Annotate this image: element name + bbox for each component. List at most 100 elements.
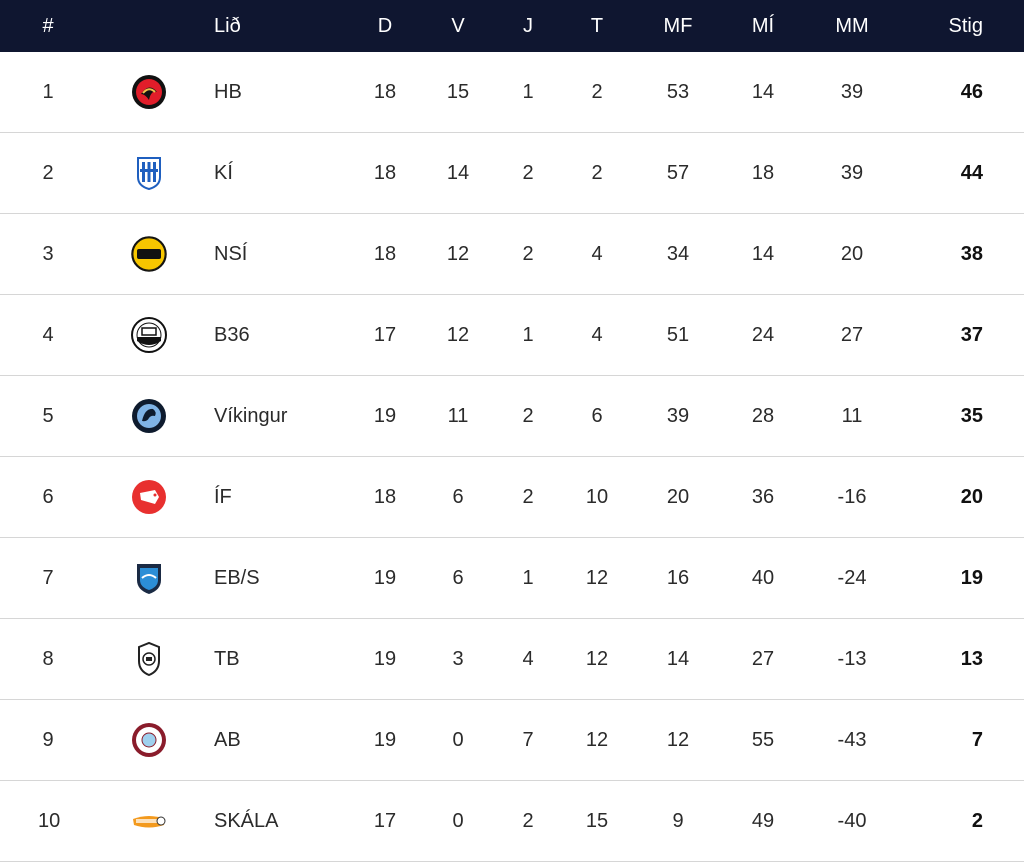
table-row[interactable]: 8 TB 19 3 4 12 14 27 -13 13: [0, 619, 1024, 700]
row-position: 8: [42, 648, 54, 670]
row-points: 2: [971, 810, 983, 832]
row-played: 19: [373, 567, 397, 589]
row-goal-difference: 11: [841, 405, 863, 427]
row-goal-difference: -13: [837, 648, 867, 670]
row-won: 3: [452, 648, 464, 670]
row-position: 1: [42, 81, 54, 103]
row-lost: 10: [585, 486, 609, 508]
row-goal-difference: -40: [837, 810, 867, 832]
row-won: 6: [452, 486, 464, 508]
row-team-name[interactable]: TB: [214, 648, 240, 670]
row-goals-against: 49: [751, 810, 775, 832]
row-played: 18: [373, 243, 397, 265]
row-goals-against: 18: [751, 162, 775, 184]
row-lost: 12: [585, 729, 609, 751]
ebs-crest-icon: [131, 560, 167, 596]
row-points: 20: [960, 486, 983, 508]
ki-crest-icon: [131, 155, 167, 191]
table-row[interactable]: 10 SKÁLA 17 0 2 15 9 49 -40 2: [0, 781, 1024, 862]
row-goal-difference: 20: [840, 243, 864, 265]
row-played: 19: [373, 729, 397, 751]
row-points: 13: [960, 648, 983, 670]
header-goal-difference[interactable]: MM: [835, 15, 869, 37]
header-position[interactable]: #: [42, 15, 54, 37]
header-played[interactable]: D: [377, 15, 393, 37]
row-goals-for: 34: [666, 243, 690, 265]
row-team-name[interactable]: EB/S: [214, 567, 260, 589]
row-team-name[interactable]: AB: [214, 729, 241, 751]
row-goal-difference: -24: [837, 567, 867, 589]
row-goals-for: 16: [666, 567, 690, 589]
table-row[interactable]: 6 ÍF 18 6 2 10 20 36 -16 20: [0, 457, 1024, 538]
table-row[interactable]: 5 Víkingur 19 11 2 6 39 28 11 35: [0, 376, 1024, 457]
row-won: 11: [447, 405, 469, 427]
row-team-name[interactable]: NSÍ: [214, 243, 248, 265]
row-points: 46: [960, 81, 983, 103]
row-team-name[interactable]: KÍ: [214, 162, 233, 184]
header-team[interactable]: Lið: [214, 15, 241, 37]
row-goals-against: 36: [751, 486, 775, 508]
row-team-name[interactable]: HB: [214, 81, 242, 103]
tb-crest-icon: [131, 641, 167, 677]
row-goals-against: 14: [751, 243, 775, 265]
table-row[interactable]: 7 EB/S 19 6 1 12 16 40 -24 19: [0, 538, 1024, 619]
vikingur-crest-icon: [131, 398, 167, 434]
row-played: 17: [373, 324, 397, 346]
row-drawn: 2: [522, 162, 534, 184]
row-goals-against: 14: [751, 81, 775, 103]
row-position: 7: [42, 567, 54, 589]
table-row[interactable]: 9 AB 19 0 7 12 12 55 -43 7: [0, 700, 1024, 781]
row-lost: 15: [585, 810, 609, 832]
row-won: 15: [446, 81, 470, 103]
row-played: 18: [373, 81, 397, 103]
header-points[interactable]: Stig: [948, 15, 983, 37]
row-won: 0: [452, 810, 464, 832]
header-goals-for[interactable]: MF: [663, 15, 693, 37]
row-points: 7: [971, 729, 983, 751]
row-goals-for: 9: [672, 810, 684, 832]
row-drawn: 2: [522, 486, 534, 508]
row-lost: 2: [591, 81, 603, 103]
hb-crest-icon: [131, 74, 167, 110]
row-goals-for: 12: [666, 729, 690, 751]
row-lost: 4: [591, 324, 603, 346]
row-goals-for: 53: [666, 81, 690, 103]
row-position: 3: [42, 243, 54, 265]
row-drawn: 4: [522, 648, 534, 670]
header-lost[interactable]: T: [590, 15, 604, 37]
row-played: 18: [373, 162, 397, 184]
row-drawn: 1: [522, 81, 534, 103]
row-team-name[interactable]: ÍF: [214, 486, 232, 508]
row-team-name[interactable]: B36: [214, 324, 250, 346]
row-lost: 12: [585, 567, 609, 589]
table-row[interactable]: 1 HB 18 15 1 2 53 14 39 46: [0, 52, 1024, 133]
row-played: 18: [373, 486, 397, 508]
row-drawn: 2: [522, 243, 534, 265]
row-goals-for: 51: [666, 324, 690, 346]
header-drawn[interactable]: J: [523, 15, 533, 37]
row-lost: 6: [591, 405, 603, 427]
table-row[interactable]: 2 KÍ 18 14 2 2 57 18 39 44: [0, 133, 1024, 214]
row-won: 6: [452, 567, 464, 589]
row-team-name[interactable]: SKÁLA: [214, 810, 279, 832]
row-played: 19: [373, 405, 397, 427]
row-drawn: 2: [522, 810, 534, 832]
header-won[interactable]: V: [451, 15, 465, 37]
row-drawn: 1: [522, 567, 534, 589]
table-row[interactable]: 4 B36 17 12 1 4 51 24 27 37: [0, 295, 1024, 376]
row-position: 9: [42, 729, 54, 751]
row-drawn: 7: [522, 729, 534, 751]
row-goal-difference: 39: [840, 81, 864, 103]
nsi-crest-icon: [131, 236, 167, 272]
row-goal-difference: -43: [837, 729, 867, 751]
table-row[interactable]: 3 NSÍ 18 12 2 4 34 14 20 38: [0, 214, 1024, 295]
if-crest-icon: [131, 479, 167, 515]
header-goals-against[interactable]: MÍ: [751, 15, 775, 37]
row-points: 38: [960, 243, 983, 265]
row-position: 5: [42, 405, 54, 427]
row-team-name[interactable]: Víkingur: [214, 405, 288, 427]
row-goal-difference: 27: [840, 324, 864, 346]
row-goals-for: 20: [666, 486, 690, 508]
row-lost: 4: [591, 243, 603, 265]
